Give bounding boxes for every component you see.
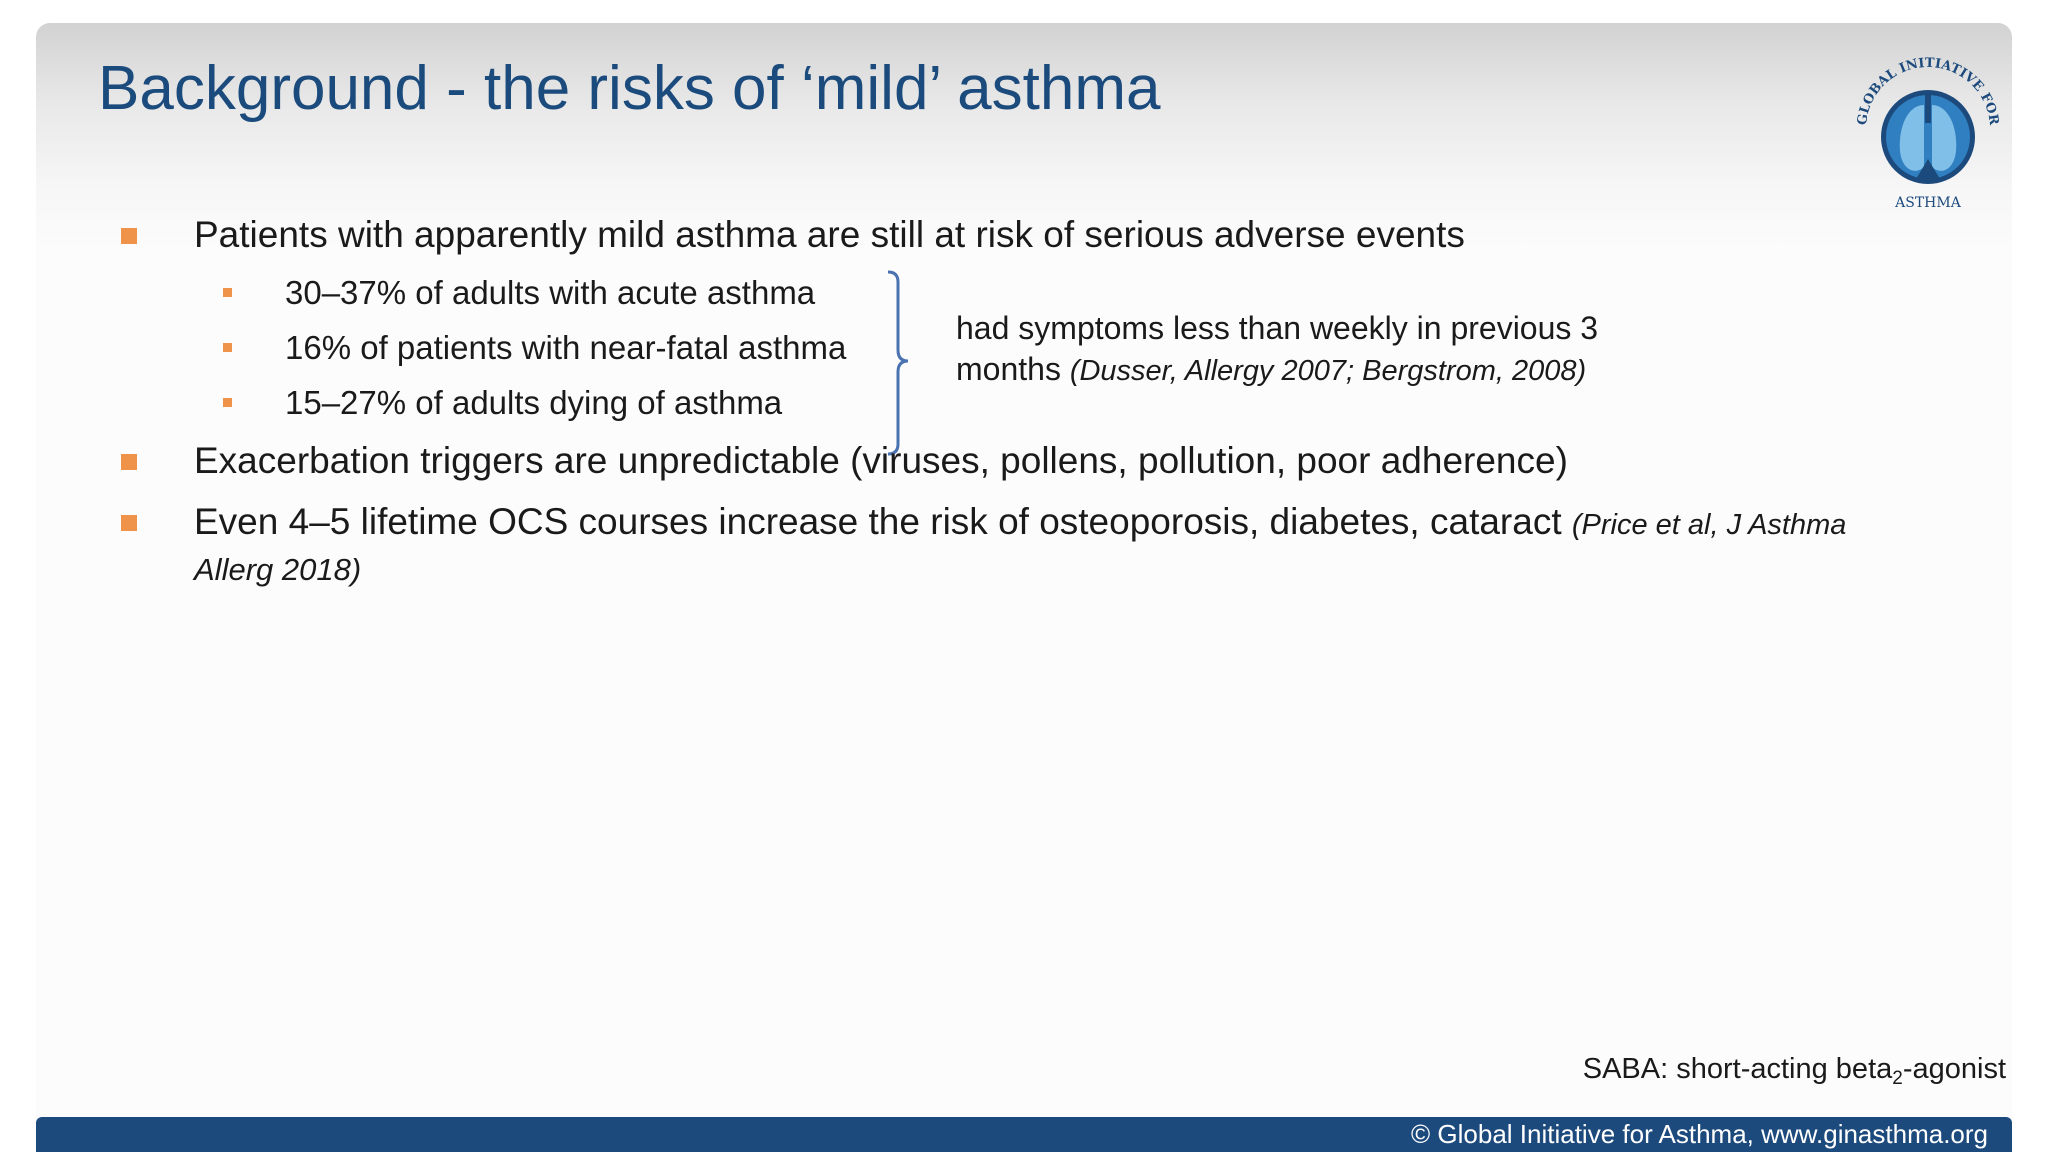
bullet-citation-line2: Allerg 2018) [194, 552, 362, 587]
slide-title: Background - the risks of ‘mild’ asthma [98, 54, 1161, 123]
footer-copyright: © Global Initiative for Asthma, www.gina… [1411, 1119, 1988, 1149]
bullet-text: Exacerbation triggers are unpredictable … [194, 440, 1568, 481]
bullet-marker [121, 454, 137, 470]
bullet-citation: (Price et al, J Asthma [1571, 509, 1847, 541]
bullet-marker [121, 515, 137, 531]
bullet-marker [121, 228, 137, 244]
abbreviation-note: SABA: short-acting beta2-agonist [1582, 1053, 2006, 1089]
subbullet-marker [223, 343, 232, 352]
subbullet-text: 16% of patients with near-fatal asthma [285, 329, 847, 366]
grouping-brace [887, 270, 909, 456]
slide: Background - the risks of ‘mild’ asthma … [36, 23, 2012, 1152]
bullet-text-line1: Even 4–5 lifetime OCS courses increase t… [194, 501, 1847, 542]
subbullet-marker [223, 288, 232, 297]
brace-note-citation: (Dusser, Allergy 2007; Bergstrom, 2008) [1069, 355, 1587, 387]
subbullet-text: 30–37% of adults with acute asthma [285, 274, 816, 311]
brace-note-line1: had symptoms less than weekly in previou… [956, 310, 1599, 346]
gina-logo: GLOBAL INITIATIVE FOR ASTHMA [1855, 56, 2001, 211]
svg-text:ASTHMA: ASTHMA [1894, 195, 1962, 211]
brace-note: had symptoms less than weekly in previou… [956, 308, 1598, 392]
subbullet-text: 15–27% of adults dying of asthma [285, 384, 783, 421]
subbullet-marker [223, 398, 232, 407]
brace-note-line2: months (Dusser, Allergy 2007; Bergstrom,… [956, 351, 1587, 387]
footer-bar: © Global Initiative for Asthma, www.gina… [36, 1117, 2012, 1152]
bullet-text: Patients with apparently mild asthma are… [194, 214, 1465, 255]
